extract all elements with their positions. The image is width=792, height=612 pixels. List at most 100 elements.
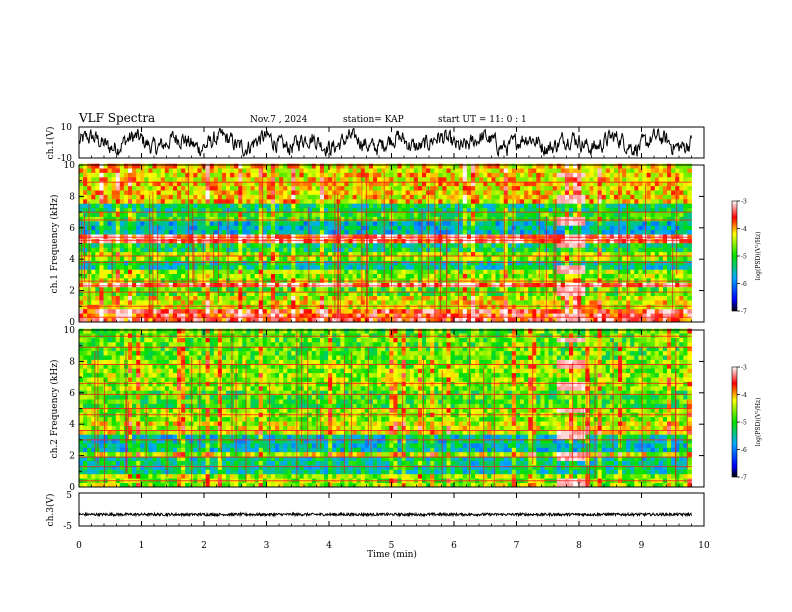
spectrogram-cell <box>597 238 603 244</box>
spectrogram-cell <box>630 238 635 244</box>
spectrogram-cell <box>99 220 104 226</box>
spectrogram-cell <box>564 220 570 226</box>
spectrogram-cell <box>115 278 121 283</box>
spectrogram-cell <box>217 172 223 178</box>
spectrogram-cell <box>291 172 296 178</box>
spectrogram-cell <box>148 225 153 231</box>
spectrogram-cell <box>319 216 325 222</box>
spectrogram-cell <box>177 264 182 270</box>
spectrogram-cell <box>581 282 586 288</box>
spectrogram-cell <box>295 238 300 244</box>
spectrogram-cell <box>397 300 402 305</box>
spectrogram-cell <box>491 172 496 178</box>
spectrogram-cell <box>377 291 382 296</box>
spectrogram-cell <box>132 273 137 279</box>
spectrogram-cell <box>462 317 468 323</box>
spectrogram-cell <box>91 251 96 257</box>
spectrogram-cell <box>319 238 325 244</box>
spectrogram-cell <box>107 181 113 187</box>
spectrogram-cell <box>164 238 170 244</box>
spectrogram-cell <box>462 256 468 261</box>
spectrogram-cell <box>164 229 170 235</box>
spectrogram-cell <box>458 225 464 231</box>
spectrogram-cell <box>209 168 215 173</box>
spectrogram-cell <box>618 207 623 213</box>
spectrogram-cell <box>503 212 509 217</box>
spectrogram-cell <box>128 282 133 288</box>
spectrogram-cell <box>532 317 537 323</box>
spectrogram-cell <box>597 282 603 288</box>
spectrogram-cell <box>401 194 407 200</box>
spectrogram-cell <box>507 269 513 274</box>
spectrogram-cell <box>156 242 162 248</box>
spectrogram-cell <box>638 163 643 169</box>
spectrogram-cell <box>148 256 153 261</box>
spectrogram-cell <box>103 212 108 217</box>
spectrogram-cell <box>618 260 623 266</box>
spectrogram-cell <box>475 203 480 209</box>
spectrogram-cell <box>238 176 243 182</box>
spectrogram-cell <box>279 185 284 191</box>
spectrogram-cell <box>172 282 178 288</box>
spectrogram-cell <box>634 256 639 261</box>
spectrogram-cell <box>303 300 309 305</box>
spectrogram-cell <box>438 190 443 195</box>
spectrogram-cell <box>503 291 509 296</box>
spectrogram-cell <box>593 190 598 195</box>
spectrogram-cell <box>638 295 643 301</box>
spectrogram-cell <box>83 203 88 209</box>
spectrogram-cell <box>368 185 374 191</box>
spectrogram-cell <box>132 313 137 318</box>
spectrogram-cell <box>136 295 141 301</box>
spectrogram-cell <box>115 308 121 314</box>
spectrogram-cell <box>409 172 415 178</box>
spectrogram-cell <box>450 163 456 169</box>
spectrogram-cell <box>217 256 223 261</box>
spectrogram-cell <box>499 308 505 314</box>
spectrogram-cell <box>83 251 88 257</box>
spectrogram-cell <box>348 181 353 187</box>
spectrogram-cell <box>185 238 190 244</box>
spectrogram-cell <box>205 282 211 288</box>
spectrogram-cell <box>483 256 488 261</box>
spectrogram-cell <box>491 256 496 261</box>
spectrogram-cell <box>630 198 635 204</box>
spectrogram-cell <box>221 300 227 305</box>
spectrogram-cell <box>242 181 247 187</box>
spectrogram-cell <box>107 273 113 279</box>
spectrogram-cell <box>417 181 423 187</box>
spectrogram-cell <box>111 185 117 191</box>
spectrogram-cell <box>471 194 476 200</box>
spectrogram-cell <box>515 203 521 209</box>
spectrogram-cell <box>164 185 170 191</box>
spectrogram-cell <box>201 256 206 261</box>
spectrogram-cell <box>91 229 96 235</box>
spectrogram-cell <box>503 176 509 182</box>
spectrogram-cell <box>258 300 264 305</box>
spectrogram-cell <box>319 194 325 200</box>
spectrogram-cell <box>144 269 149 274</box>
spectrogram-cell <box>552 251 558 257</box>
spectrogram-cell <box>103 216 108 222</box>
spectrogram-cell <box>450 172 456 178</box>
spectrogram-cell <box>177 220 182 226</box>
spectrogram-cell <box>450 234 456 239</box>
spectrogram-cell <box>164 234 170 239</box>
spectrogram-cell <box>115 190 121 195</box>
spectrogram-cell <box>303 176 309 182</box>
spectrogram-cell <box>156 273 162 279</box>
spectrogram-cell <box>560 229 566 235</box>
spectrogram-cell <box>471 229 476 235</box>
spectrogram-cell <box>111 163 117 169</box>
spectrogram-cell <box>275 198 280 204</box>
spectrogram-cell <box>401 207 407 213</box>
spectrogram-cell <box>417 242 423 248</box>
spectrogram-cell <box>299 225 304 231</box>
spectrogram-cell <box>393 220 398 226</box>
spectrogram-cell <box>348 273 353 279</box>
spectrogram-cell <box>426 172 431 178</box>
spectrogram-cell <box>315 242 321 248</box>
spectrogram-cell <box>405 229 411 235</box>
spectrogram-cell <box>556 229 562 235</box>
spectrogram-cell <box>344 238 349 244</box>
